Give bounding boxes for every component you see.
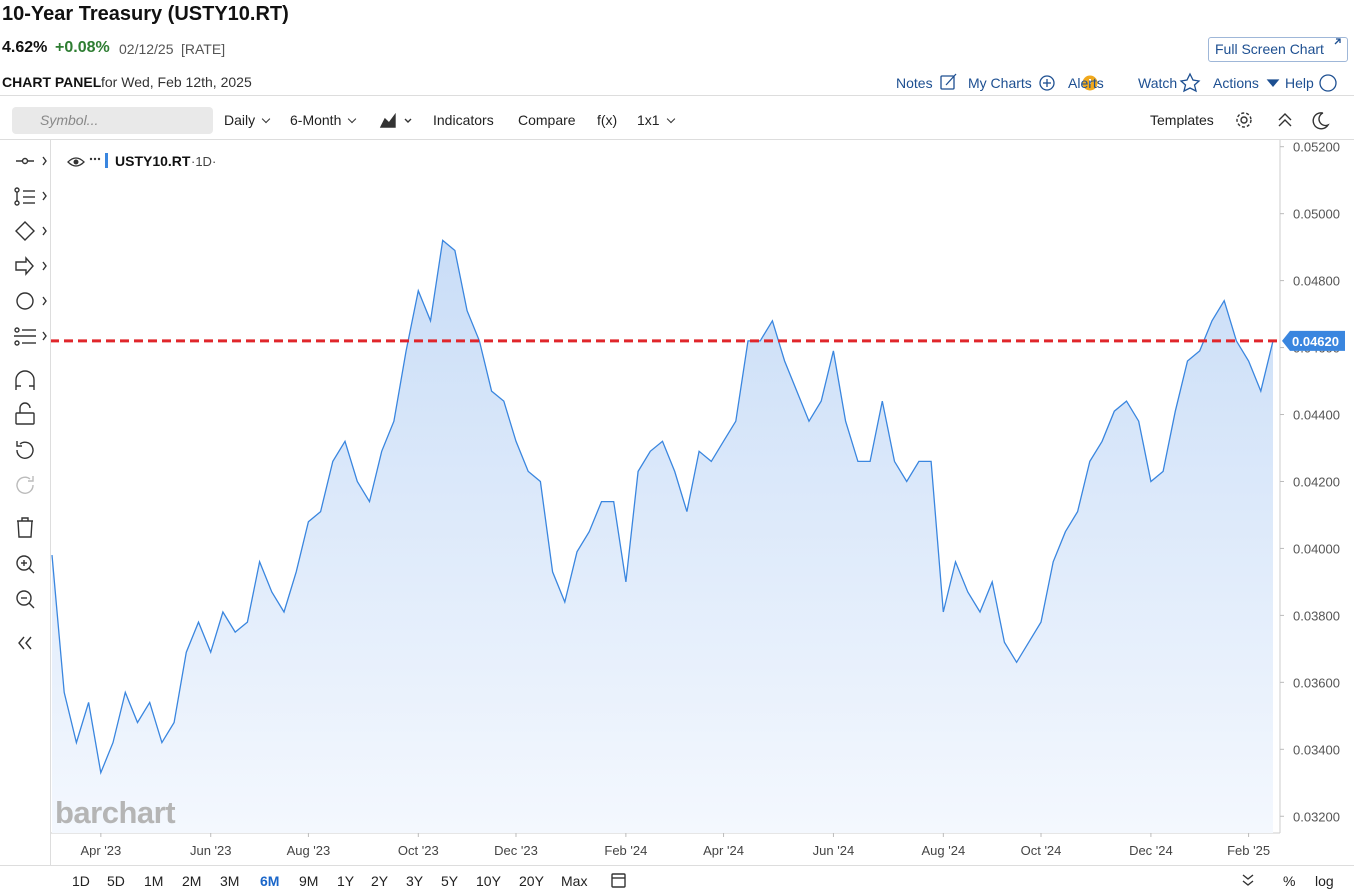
change: +0.08% xyxy=(55,39,110,56)
range-button[interactable]: 5D xyxy=(107,873,125,889)
y-tick-label: 0.03600 xyxy=(1293,675,1340,690)
templates[interactable]: Templates xyxy=(1150,112,1214,128)
toolbar-item[interactable]: Compare xyxy=(518,112,576,128)
range-button[interactable]: 1D xyxy=(72,873,90,889)
toolbar-icons[interactable] xyxy=(379,112,1330,888)
last-price-label: 0.04620 xyxy=(1292,334,1339,349)
scale-option[interactable]: % xyxy=(1283,873,1296,889)
nav-icons[interactable] xyxy=(940,38,1341,93)
range-button[interactable]: 3Y xyxy=(406,873,424,889)
toolbar-item[interactable]: 1x1 xyxy=(637,112,675,128)
tool-icons[interactable] xyxy=(14,156,47,650)
chevron xyxy=(261,114,271,124)
nav-item[interactable]: Alerts xyxy=(1068,75,1104,91)
x-tick-label: Aug '24 xyxy=(921,843,965,858)
range-button[interactable]: Max xyxy=(561,873,588,889)
y-tick-label: 0.03400 xyxy=(1293,742,1340,757)
panel-date: for Wed, Feb 12th, 2025 xyxy=(101,74,252,90)
range-button[interactable]: 5Y xyxy=(441,873,459,889)
price: 4.62% xyxy=(2,39,48,56)
chevron xyxy=(666,114,675,124)
divider xyxy=(0,95,1354,96)
x-tick-label: Dec '24 xyxy=(1129,843,1173,858)
legend-interval: ·1D· xyxy=(191,154,217,169)
toolbar-item[interactable]: 6-Month xyxy=(290,112,357,128)
divider xyxy=(0,865,1354,866)
y-tick-label: 0.05000 xyxy=(1293,207,1340,222)
nav-item[interactable]: Actions xyxy=(1213,75,1259,91)
x-tick-label: Jun '24 xyxy=(813,843,855,858)
area xyxy=(52,240,1273,833)
x-tick-label: Oct '24 xyxy=(1021,843,1062,858)
search-placeholder: Symbol... xyxy=(40,112,99,128)
nav-item[interactable]: Watch xyxy=(1138,75,1178,91)
range-button[interactable]: 10Y xyxy=(476,873,501,889)
range-button[interactable]: 20Y xyxy=(519,873,544,889)
symbol-search[interactable]: Symbol... xyxy=(12,107,213,134)
full-screen-button[interactable]: Full Screen Chart xyxy=(1208,37,1348,62)
nav-item[interactable]: My Charts xyxy=(968,75,1032,91)
y-tick-label: 0.04800 xyxy=(1293,274,1340,289)
range-button[interactable]: 2Y xyxy=(371,873,389,889)
watermark: barchart xyxy=(55,795,176,830)
x-tick-label: Oct '23 xyxy=(398,843,439,858)
x-tick-label: Apr '24 xyxy=(703,843,744,858)
nav-item[interactable]: Help xyxy=(1285,75,1314,91)
range-button[interactable]: 6M xyxy=(260,873,280,889)
y-tick-label: 0.04000 xyxy=(1293,541,1340,556)
divider xyxy=(50,139,51,866)
y-tick-label: 0.04200 xyxy=(1293,474,1340,489)
x-tick-label: Jun '23 xyxy=(190,843,232,858)
range-button[interactable]: 1Y xyxy=(337,873,355,889)
toolbar-item[interactable]: Daily xyxy=(224,112,271,128)
tag: [RATE] xyxy=(181,41,226,57)
nav-item[interactable]: Notes xyxy=(896,75,933,91)
line xyxy=(51,239,1274,776)
range-button[interactable]: 3M xyxy=(220,873,240,889)
title: 10-Year Treasury (USTY10.RT) xyxy=(2,3,289,25)
range-button[interactable]: 2M xyxy=(182,873,202,889)
toolbar-item[interactable]: Indicators xyxy=(433,112,494,128)
panel-label: CHART PANEL xyxy=(2,74,102,90)
chevron xyxy=(348,114,357,124)
y-tick-label: 0.05200 xyxy=(1293,140,1340,155)
scale-option[interactable]: log xyxy=(1315,873,1334,889)
last-price-badge xyxy=(1282,330,1345,351)
x-tick-label: Aug '23 xyxy=(287,843,331,858)
y-tick-label: 0.03800 xyxy=(1293,608,1340,623)
range-button[interactable]: 9M xyxy=(299,873,319,889)
x-tick-label: Feb '24 xyxy=(604,843,647,858)
legend-symbol: USTY10.RT xyxy=(115,153,191,169)
divider xyxy=(0,139,1354,140)
y-tick-label: 0.04400 xyxy=(1293,408,1340,423)
date: 02/12/25 xyxy=(119,41,174,57)
x-tick-label: Apr '23 xyxy=(80,843,121,858)
y-tick-label: 0.03200 xyxy=(1293,809,1340,824)
legend-icons[interactable] xyxy=(67,153,108,168)
x-tick-label: Dec '23 xyxy=(494,843,538,858)
toolbar-item[interactable]: f(x) xyxy=(597,112,618,128)
range-button[interactable]: 1M xyxy=(144,873,164,889)
x-tick-label: Feb '25 xyxy=(1227,843,1270,858)
